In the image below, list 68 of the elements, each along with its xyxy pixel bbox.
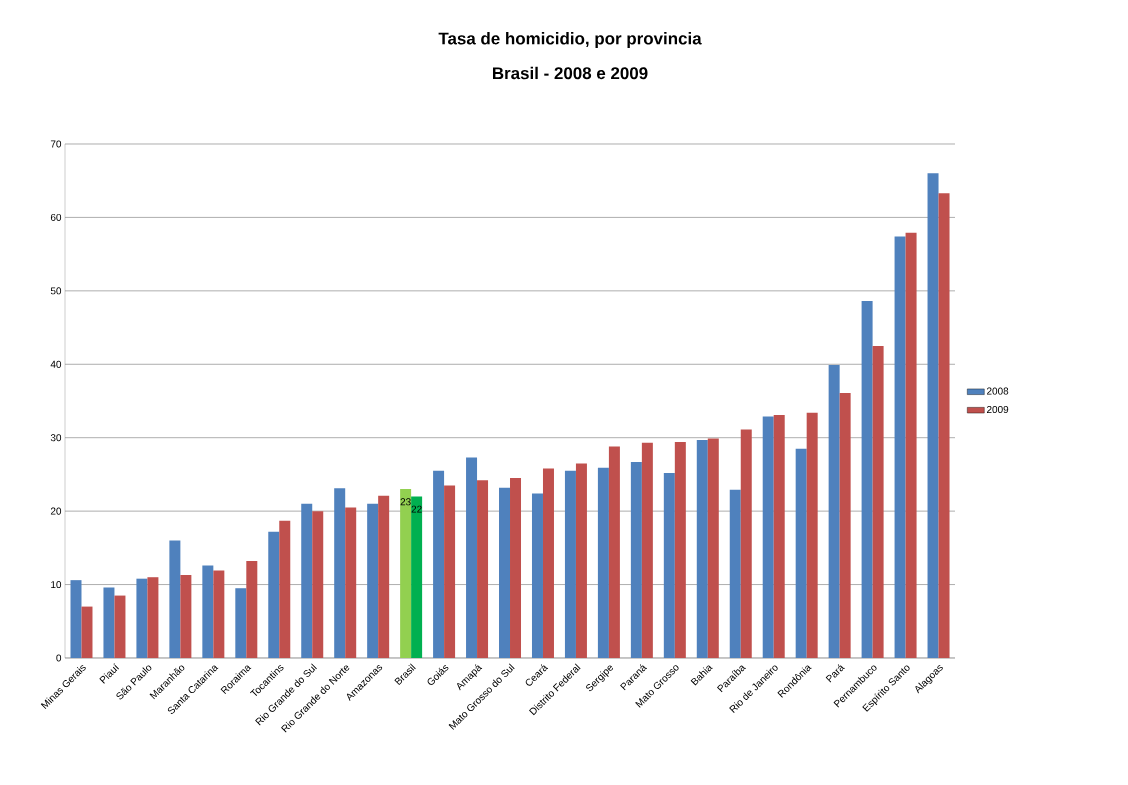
bar bbox=[169, 540, 181, 658]
bar bbox=[773, 414, 785, 658]
chart-title: Tasa de homicidio, por provincia bbox=[438, 32, 702, 48]
bar bbox=[81, 606, 93, 658]
bar bbox=[301, 503, 313, 658]
bar bbox=[795, 448, 807, 658]
bar bbox=[180, 575, 192, 658]
bar bbox=[114, 595, 126, 658]
bar bbox=[597, 467, 609, 658]
bar bbox=[542, 468, 554, 658]
bar bbox=[674, 442, 686, 658]
bar bbox=[564, 470, 576, 658]
bar bbox=[927, 173, 939, 658]
data-label: 22 bbox=[411, 505, 422, 513]
bar bbox=[729, 489, 741, 658]
bar bbox=[872, 345, 884, 658]
legend-label: 2008 bbox=[987, 387, 1009, 395]
y-tick-label: 60 bbox=[50, 213, 62, 221]
bar bbox=[531, 493, 543, 658]
bar bbox=[707, 438, 719, 658]
chart-subtitle: Brasil - 2008 e 2009 bbox=[492, 66, 648, 80]
bar bbox=[136, 578, 148, 658]
y-tick-label: 20 bbox=[50, 507, 62, 515]
bar bbox=[806, 412, 818, 658]
data-label: 23 bbox=[400, 498, 411, 506]
bar bbox=[334, 488, 346, 658]
bar bbox=[246, 561, 258, 658]
bar bbox=[70, 580, 82, 658]
bar bbox=[630, 461, 642, 658]
bar bbox=[312, 511, 324, 658]
bar bbox=[499, 487, 511, 658]
bar bbox=[905, 232, 917, 658]
y-tick-label: 0 bbox=[56, 654, 62, 662]
bar bbox=[444, 485, 456, 658]
bar bbox=[696, 439, 708, 658]
bar bbox=[268, 531, 280, 658]
bar bbox=[641, 442, 653, 658]
bar bbox=[378, 495, 390, 658]
bar bbox=[466, 457, 478, 658]
bar bbox=[147, 577, 159, 658]
bar bbox=[400, 489, 412, 658]
y-tick-label: 70 bbox=[50, 140, 62, 148]
bar bbox=[510, 478, 522, 658]
bar bbox=[762, 416, 774, 658]
bar bbox=[608, 446, 620, 658]
bar bbox=[828, 365, 840, 658]
bar bbox=[279, 520, 291, 658]
bar bbox=[367, 503, 379, 658]
bar bbox=[433, 470, 445, 658]
bar bbox=[103, 587, 115, 658]
bar bbox=[477, 480, 489, 658]
y-tick-label: 40 bbox=[50, 360, 62, 368]
legend-label: 2009 bbox=[987, 405, 1009, 414]
bar bbox=[938, 193, 950, 658]
bar bbox=[575, 463, 587, 658]
y-tick-label: 30 bbox=[50, 434, 62, 442]
bar bbox=[235, 588, 247, 658]
bar bbox=[345, 507, 357, 658]
bar bbox=[861, 301, 873, 658]
bar bbox=[740, 429, 752, 658]
y-tick-label: 50 bbox=[50, 287, 62, 295]
y-tick-label: 10 bbox=[51, 581, 62, 589]
bar bbox=[213, 570, 225, 658]
bar bbox=[411, 496, 423, 658]
bar bbox=[894, 236, 906, 658]
bar bbox=[663, 472, 675, 658]
bar bbox=[839, 392, 851, 658]
bar bbox=[202, 565, 214, 658]
